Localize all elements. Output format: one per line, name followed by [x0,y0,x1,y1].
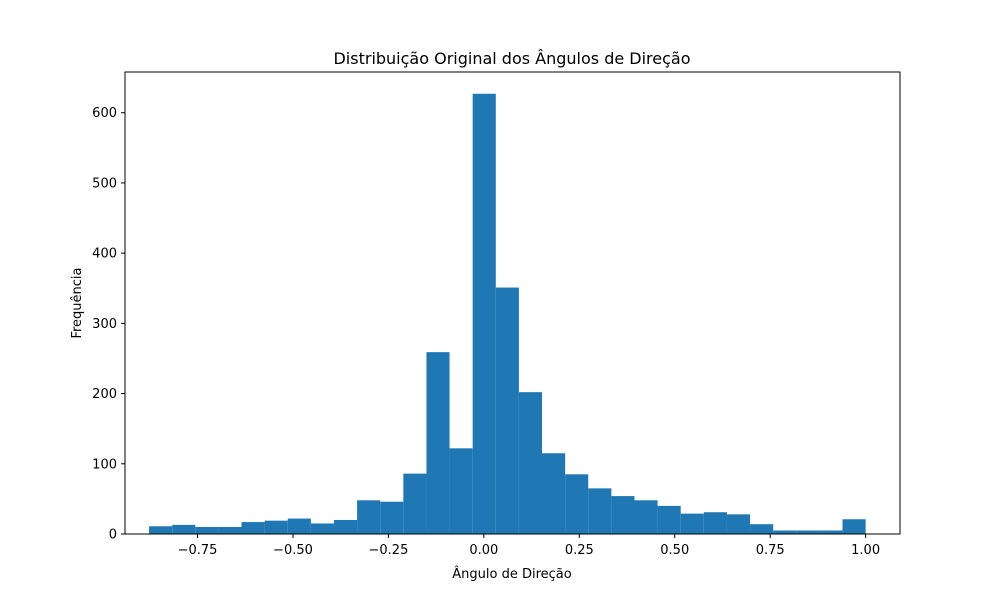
histogram-bar [750,524,774,534]
x-tick-label: 0.00 [469,543,498,558]
histogram-bar [195,526,219,534]
y-tick-label: 200 [92,387,117,402]
histogram-bar [773,530,797,534]
histogram-bar [819,530,843,534]
x-tick-label: −0.75 [178,543,218,558]
bars-group [149,93,866,534]
y-tick-label: 400 [92,247,117,262]
histogram-bar [172,524,196,534]
histogram-bar [495,287,519,534]
y-tick-label: 100 [92,457,117,472]
x-tick-label: −0.50 [273,543,313,558]
histogram-bar [518,392,543,534]
x-tick-label: 1.00 [851,543,880,558]
y-axis-label: Frequência [70,267,85,338]
histogram-bar [333,519,358,534]
histogram-bar [680,513,704,534]
histogram-bar [565,474,589,534]
x-tick-label: 0.75 [756,543,785,558]
chart-title: Distribuição Original dos Ângulos de Dir… [333,49,690,68]
histogram-bar [403,473,427,534]
x-tick-label: −0.25 [369,543,409,558]
histogram-bar [149,526,173,534]
histogram-bar [241,522,265,534]
histogram-bar [842,519,866,534]
x-tick-label: 0.50 [660,543,689,558]
x-axis-label: Ângulo de Direção [452,566,571,582]
histogram-bar [287,518,311,534]
y-tick-label: 300 [92,317,117,332]
y-axis-ticks: 0 100 200 300 400 500 600 [92,106,125,543]
x-tick-label: 0.25 [565,543,594,558]
histogram-bar [264,520,288,534]
histogram-bar [472,93,496,534]
x-axis-ticks: −0.75 −0.50 −0.25 0.00 0.25 0.50 0.75 1.00 [178,534,880,558]
histogram-bar [657,505,681,534]
histogram-bar [726,514,751,534]
plot-frame [124,71,901,535]
y-tick-label: 500 [92,176,117,191]
histogram-bar [611,496,635,534]
histogram-bar [426,352,450,534]
histogram-bar [310,523,334,534]
histogram-bar [703,512,727,534]
histogram-bar [796,530,820,534]
histogram-bar [357,500,381,534]
y-tick-label: 0 [109,528,117,543]
histogram-bar [588,488,612,534]
histogram-bar [449,448,473,534]
histogram-bar [218,526,242,534]
histogram-bar [380,501,404,534]
histogram-bar [634,500,658,534]
histogram-bar [542,453,566,534]
y-tick-label: 600 [92,106,117,121]
